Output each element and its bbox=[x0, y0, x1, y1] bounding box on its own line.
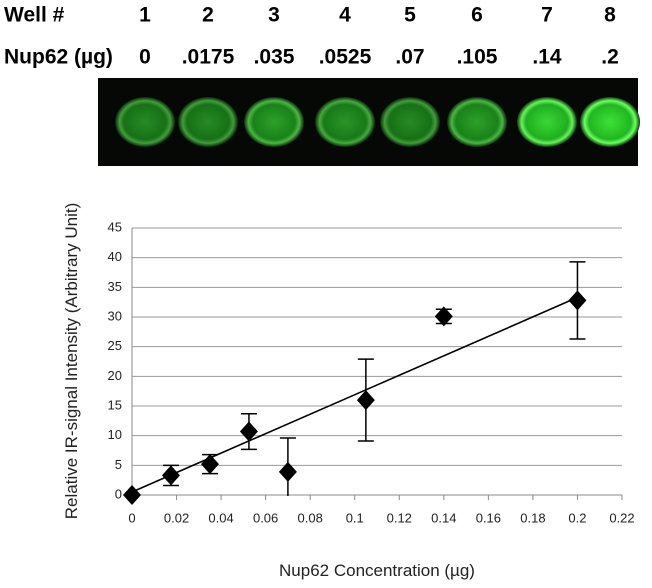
well bbox=[315, 97, 375, 147]
header-cell: 4 bbox=[339, 4, 351, 27]
well bbox=[517, 97, 577, 147]
x-tick-label: 0.06 bbox=[253, 510, 278, 525]
y-tick-label: 35 bbox=[108, 279, 122, 294]
well bbox=[115, 97, 175, 147]
well bbox=[178, 97, 238, 147]
well bbox=[447, 97, 507, 147]
x-tick-label: 0.04 bbox=[208, 510, 233, 525]
header-cell: 0 bbox=[139, 46, 151, 69]
x-tick-label: 0.02 bbox=[164, 510, 189, 525]
wells bbox=[115, 97, 640, 147]
y-tick-label: 30 bbox=[108, 308, 122, 323]
y-tick-label: 5 bbox=[115, 457, 122, 472]
x-tick-label: 0.1 bbox=[346, 510, 364, 525]
row-label: Well # bbox=[4, 4, 65, 27]
x-tick-label: 0.18 bbox=[520, 510, 545, 525]
data-point bbox=[200, 454, 219, 475]
data-point bbox=[239, 421, 258, 442]
header-cell: 8 bbox=[604, 4, 616, 27]
y-tick-label: 45 bbox=[108, 219, 122, 234]
well bbox=[580, 97, 640, 147]
header-cell: .07 bbox=[395, 46, 424, 69]
x-tick-label: 0.08 bbox=[298, 510, 323, 525]
data-point bbox=[434, 306, 453, 327]
header-cell: 7 bbox=[541, 4, 553, 27]
data-point bbox=[278, 461, 297, 482]
header-cell: 3 bbox=[268, 4, 280, 27]
data-point bbox=[123, 485, 141, 505]
header-cell: 5 bbox=[404, 4, 416, 27]
well bbox=[380, 97, 440, 147]
y-tick-label: 15 bbox=[108, 397, 122, 412]
trendline bbox=[131, 296, 578, 493]
x-tick-label: 0.2 bbox=[568, 510, 586, 525]
x-tick-label: 0.22 bbox=[609, 510, 634, 525]
well bbox=[244, 97, 304, 147]
header-cell: .105 bbox=[457, 46, 498, 69]
header-cell: 2 bbox=[202, 4, 214, 27]
row-label: Nup62 (µg) bbox=[4, 46, 113, 69]
data-point bbox=[356, 390, 375, 411]
y-tick-label: 20 bbox=[108, 368, 122, 383]
data-point bbox=[568, 290, 587, 311]
header-cell: .2 bbox=[601, 46, 619, 69]
y-tick-label: 0 bbox=[115, 486, 122, 501]
x-axis-label: Nup62 Concentration (µg) bbox=[279, 561, 475, 580]
x-tick-label: 0.16 bbox=[476, 510, 501, 525]
y-tick-label: 25 bbox=[108, 338, 122, 353]
header-cell: .035 bbox=[254, 46, 295, 69]
x-tick-label: 0.12 bbox=[387, 510, 412, 525]
x-tick-label: 0 bbox=[128, 510, 135, 525]
x-tick-label: 0.14 bbox=[431, 510, 456, 525]
header-cell: 6 bbox=[471, 4, 483, 27]
header-cell: .14 bbox=[532, 46, 562, 69]
y-axis-label: Relative IR-signal Intensity (Arbitrary … bbox=[62, 203, 81, 519]
error-bars bbox=[162, 261, 586, 496]
header-cell: 1 bbox=[139, 4, 151, 27]
data-point bbox=[161, 465, 180, 486]
header-cell: .0525 bbox=[319, 46, 372, 69]
y-tick-label: 10 bbox=[108, 427, 122, 442]
header-cell: .0175 bbox=[182, 46, 235, 69]
y-tick-label: 40 bbox=[108, 249, 122, 264]
